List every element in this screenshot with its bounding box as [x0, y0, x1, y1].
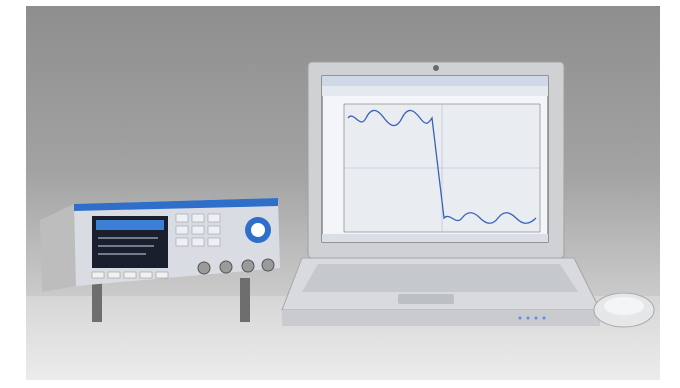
status-led [542, 316, 546, 320]
status-led [526, 316, 530, 320]
status-led [518, 316, 522, 320]
softkey-button[interactable] [107, 271, 121, 279]
stand-leg-right [240, 278, 250, 322]
status-led [534, 316, 538, 320]
screen-menubar [322, 76, 548, 86]
key-button[interactable] [175, 213, 189, 223]
key-button[interactable] [175, 237, 189, 247]
key-button[interactable] [207, 237, 221, 247]
laptop [281, 61, 601, 326]
bnc-connector[interactable] [261, 258, 275, 272]
rotary-knob-cap [251, 223, 265, 237]
softkey-button[interactable] [139, 271, 153, 279]
bnc-connector[interactable] [241, 259, 255, 273]
generator-top-accent [74, 198, 278, 211]
laptop-webcam [433, 65, 439, 71]
waveform-trace [347, 109, 537, 224]
scene-illustration [40, 61, 655, 328]
key-button[interactable] [191, 213, 205, 223]
bnc-connector[interactable] [219, 260, 233, 274]
mouse-highlight [604, 297, 644, 315]
screen-statusbar [322, 234, 548, 242]
key-button[interactable] [175, 225, 189, 235]
laptop-touchpad[interactable] [398, 294, 454, 304]
softkey-button[interactable] [155, 271, 169, 279]
key-button[interactable] [191, 237, 205, 247]
laptop-keyboard [302, 264, 578, 292]
generator-side [40, 204, 76, 292]
key-button[interactable] [207, 213, 221, 223]
product-photo [26, 6, 660, 380]
screen-toolbar [322, 86, 548, 96]
display-header [96, 220, 164, 230]
bnc-connector[interactable] [197, 261, 211, 275]
softkey-button[interactable] [123, 271, 137, 279]
key-button[interactable] [207, 225, 221, 235]
laptop-front-edge [282, 310, 600, 326]
stand-leg-left [92, 278, 102, 322]
signal-generator [40, 198, 280, 322]
softkey-button[interactable] [91, 271, 105, 279]
key-button[interactable] [191, 225, 205, 235]
